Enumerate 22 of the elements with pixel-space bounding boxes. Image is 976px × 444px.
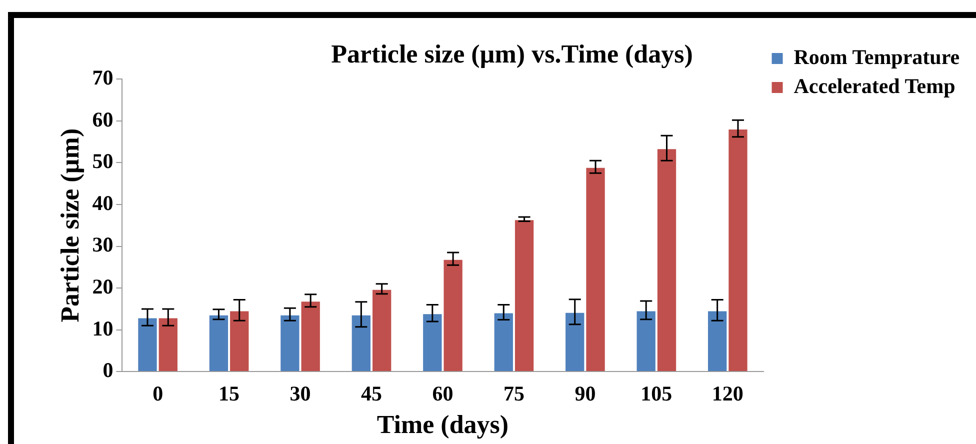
x-tick-label: 45 <box>361 382 382 406</box>
y-tick-label: 50 <box>92 149 114 174</box>
x-tick-label: 75 <box>503 382 524 406</box>
legend-label: Accelerated Temp <box>794 74 956 98</box>
x-tick-label: 30 <box>290 382 311 406</box>
x-tick-label: 60 <box>432 382 454 406</box>
x-tick-label: 120 <box>712 382 744 406</box>
x-tick-label: 105 <box>640 382 672 406</box>
y-tick-label: 40 <box>92 190 114 215</box>
x-axis-title: Time (days) <box>376 410 509 440</box>
y-axis-title: Particle size (µm) <box>55 128 84 322</box>
y-tick-label: 60 <box>92 107 114 132</box>
y-tick-label: 0 <box>102 358 114 382</box>
y-tick-label: 30 <box>92 232 114 257</box>
chart-title: Particle size (µm) vs.Time (days) <box>331 39 693 68</box>
x-tick-label: 90 <box>574 382 596 406</box>
y-tick-label: 70 <box>92 66 114 90</box>
x-tick-label: 0 <box>152 382 164 406</box>
legend-label: Room Temprature <box>794 44 960 69</box>
x-tick-label: 15 <box>218 382 240 406</box>
y-tick-label: 10 <box>92 316 114 340</box>
y-tick-label: 20 <box>92 274 114 298</box>
